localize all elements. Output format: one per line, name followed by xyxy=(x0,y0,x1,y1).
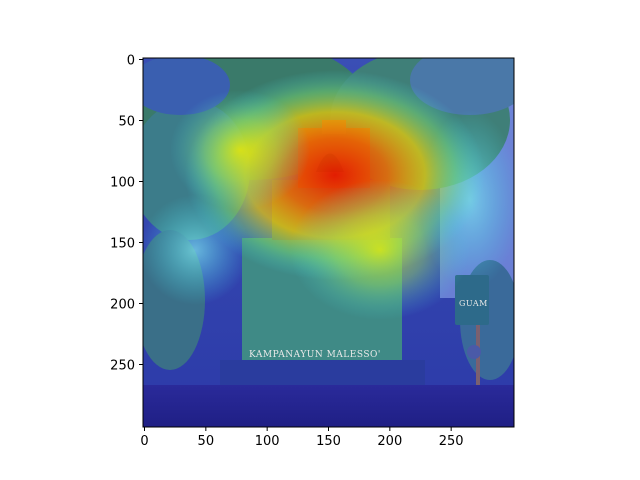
x-tick-label: 50 xyxy=(198,434,215,449)
heatmap-photo: KAMPANAYUN MALESSO' GUAM xyxy=(143,58,514,427)
monument-inscription: KAMPANAYUN MALESSO' xyxy=(249,350,381,360)
y-tick-label: 150 xyxy=(110,237,135,252)
x-tick-label: 150 xyxy=(316,434,341,449)
y-tick-label: 200 xyxy=(110,298,135,313)
y-tick-label: 50 xyxy=(118,115,135,130)
x-axis: 0 50 100 150 200 250 xyxy=(140,427,464,449)
x-tick-label: 100 xyxy=(255,434,280,449)
y-tick-label: 0 xyxy=(127,54,135,69)
x-tick-label: 0 xyxy=(140,434,148,449)
y-tick-label: 250 xyxy=(110,359,135,374)
x-tick-label: 250 xyxy=(439,434,464,449)
y-axis: 0 50 100 150 200 250 xyxy=(110,54,143,374)
x-tick-label: 200 xyxy=(377,434,402,449)
road-sign: GUAM xyxy=(455,275,489,415)
road-sign-text: GUAM xyxy=(459,299,488,308)
y-tick-label: 100 xyxy=(110,176,135,191)
